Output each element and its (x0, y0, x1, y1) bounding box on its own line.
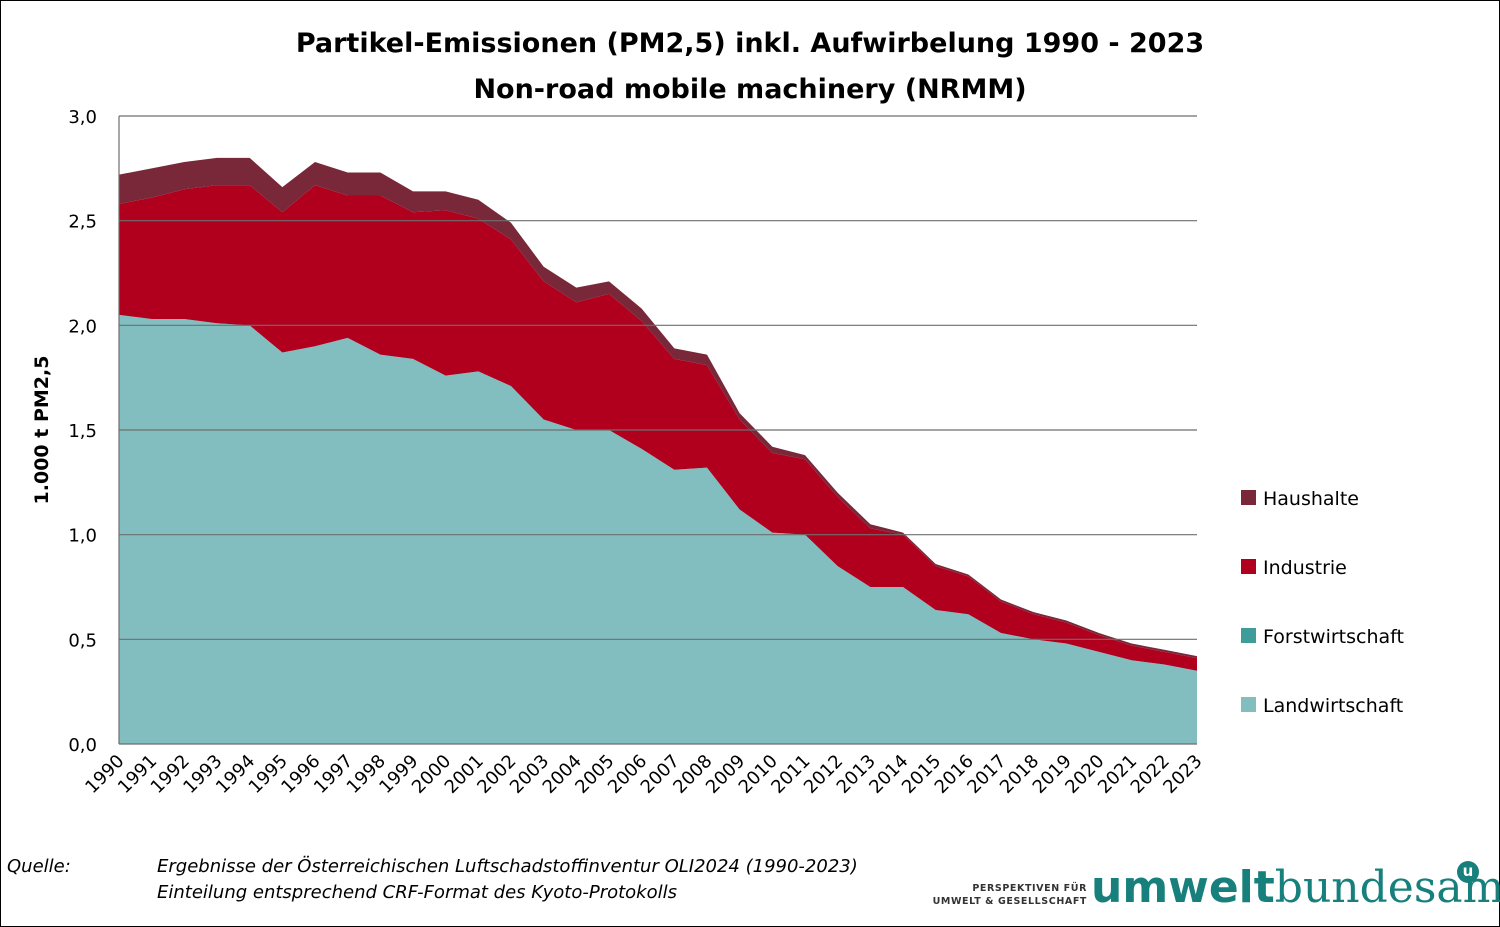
legend-swatch-landwirtschaft (1241, 697, 1256, 712)
legend-item-haushalte: Haushalte (1241, 488, 1359, 510)
y-tick-label-6: 3,0 (68, 107, 97, 128)
logo-badge-icon: u (1457, 861, 1479, 883)
x-tick-label-2023: 2023 (1159, 751, 1206, 798)
y-tick-label-5: 2,5 (68, 212, 97, 233)
legend-label-haushalte: Haushalte (1263, 488, 1359, 510)
y-tick-labels: 0,0 0,5 1,0 1,5 2,0 2,5 3,0 (68, 107, 97, 756)
area-layer (119, 157, 1197, 744)
legend-label-landwirtschaft: Landwirtschaft (1263, 695, 1403, 717)
chart-svg: 0,0 0,5 1,0 1,5 2,0 2,5 3,0 199019911992199319… (31, 28, 1404, 798)
legend-swatch-haushalte (1241, 490, 1256, 505)
y-tick-label-2: 1,0 (68, 526, 97, 547)
legend-label-industrie: Industrie (1263, 557, 1347, 579)
axes (118, 116, 1197, 745)
source-label: Quelle: (7, 856, 71, 877)
area-series-landwirtschaft (119, 314, 1197, 744)
source-line-1: Ergebnisse der Österreichischen Luftscha… (157, 856, 858, 877)
y-tick-label-4: 2,0 (68, 316, 97, 337)
chart-subtitle: Non-road mobile machinery (NRMM) (473, 74, 1026, 105)
y-tick-label-0: 0,0 (68, 735, 97, 756)
legend-item-industrie: Industrie (1241, 557, 1347, 579)
legend-swatch-industrie (1241, 559, 1256, 574)
area-series-industrie (119, 185, 1197, 671)
logo-word-bold: umwelt (1091, 862, 1275, 913)
y-axis-label: 1.000 t PM2,5 (31, 356, 53, 505)
y-tick-label-1: 0,5 (68, 630, 97, 651)
legend-item-forstwirtschaft: Forstwirtschaft (1241, 626, 1404, 648)
logo-tagline-line-2: UMWELT & GESELLSCHAFT (932, 896, 1087, 907)
y-tick-label-3: 1,5 (68, 421, 97, 442)
legend-swatch-forstwirtschaft (1241, 628, 1256, 643)
source-line-2: Einteilung entsprechend CRF-Format des K… (157, 882, 677, 903)
legend-label-forstwirtschaft: Forstwirtschaft (1263, 626, 1404, 648)
source-note: Quelle: Ergebnisse der Österreichischen … (7, 854, 858, 906)
logo-tagline: PERSPEKTIVEN FÜR UMWELT & GESELLSCHAFT (919, 882, 1087, 908)
logo-tagline-line-1: PERSPEKTIVEN FÜR (972, 883, 1087, 894)
logo-wordmark: umweltbundesamt (1091, 863, 1500, 913)
gridlines (119, 115, 1197, 640)
legend-item-landwirtschaft: Landwirtschaft (1241, 695, 1403, 717)
chart-title: Partikel-Emissionen (PM2,5) inkl. Aufwir… (296, 28, 1204, 59)
legend: Haushalte Industrie Forstwirtschaft Landwir… (1241, 488, 1404, 717)
umweltbundesamt-logo: PERSPEKTIVEN FÜR UMWELT & GESELLSCHAFT u… (919, 859, 1500, 919)
x-tick-labels: 1990199119921993199419951996199719981999… (81, 751, 1206, 798)
